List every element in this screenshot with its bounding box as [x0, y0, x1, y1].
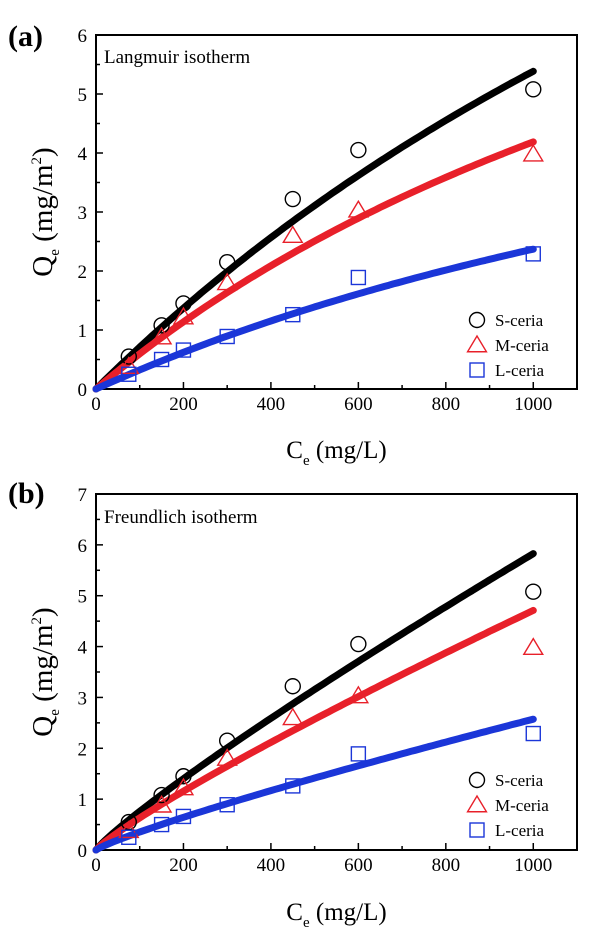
x-tick-label: 200 [169, 394, 198, 415]
x-tick-label: 200 [169, 855, 198, 876]
y-tick-label: 2 [78, 739, 88, 760]
legend-marker-m-ceria [468, 336, 487, 352]
legend-marker-s-ceria [470, 313, 485, 328]
legend-label: M-ceria [495, 796, 549, 815]
data-point-l-ceria [351, 747, 365, 761]
panel-a: 0 200 400 600 800 1000 0 1 2 3 4 5 6 (a) Langmuir isot… [8, 20, 577, 469]
y-tick-label: 1 [78, 790, 88, 811]
x-tick-label: 400 [257, 394, 286, 415]
data-point-s-ceria [351, 637, 366, 652]
y-tick-label: 3 [78, 688, 88, 709]
x-tick-label: 800 [432, 855, 461, 876]
isotherm-annotation: Freundlich isotherm [104, 507, 258, 528]
legend-label: L-ceria [495, 821, 545, 840]
data-point-m-ceria [524, 639, 543, 655]
data-point-l-ceria [526, 727, 540, 741]
panel-label: (b) [8, 477, 45, 510]
fit-curve-l-ceria [96, 249, 533, 389]
isotherm-annotation: Langmuir isotherm [104, 47, 250, 68]
x-tick-label: 600 [344, 394, 373, 415]
panel-b: 0 200 400 600 800 1000 0 1 2 3 4 5 6 7 (b) Freundlich i… [8, 477, 577, 931]
x-axis-title: Ce (mg/L) [286, 437, 386, 469]
y-axis-title: Qe (mg/m2) [27, 147, 63, 276]
x-tick-label: 800 [432, 394, 461, 415]
y-tick-label: 5 [78, 587, 88, 608]
x-tick-label: 1000 [514, 855, 552, 876]
data-point-l-ceria [351, 270, 365, 284]
y-tick-label: 2 [78, 262, 88, 283]
legend-marker-s-ceria [470, 773, 485, 788]
legend-marker-l-ceria [470, 363, 484, 377]
y-tick-label: 4 [78, 144, 88, 165]
legend-label: M-ceria [495, 336, 549, 355]
x-tick-label: 1000 [514, 394, 552, 415]
y-tick-label: 4 [78, 638, 88, 659]
data-point-s-ceria [285, 679, 300, 694]
legend-marker-m-ceria [468, 796, 487, 812]
fit-curve-l-ceria [96, 719, 533, 850]
panel-label: (a) [8, 20, 43, 53]
x-tick-label: 0 [91, 394, 101, 415]
y-tick-label: 6 [78, 536, 88, 557]
y-tick-label: 3 [78, 203, 88, 224]
x-tick-label: 0 [91, 855, 101, 876]
fit-curve-m-ceria [96, 610, 533, 850]
y-tick-label: 7 [78, 485, 88, 506]
data-point-s-ceria [526, 82, 541, 97]
y-tick-label: 0 [78, 380, 88, 401]
y-axis-title: Qe (mg/m2) [27, 607, 63, 736]
legend-marker-l-ceria [470, 823, 484, 837]
x-tick-label: 400 [257, 855, 286, 876]
y-tick-label: 0 [78, 841, 88, 862]
legend-label: S-ceria [495, 771, 544, 790]
data-point-s-ceria [285, 192, 300, 207]
legend-label: S-ceria [495, 311, 544, 330]
data-point-s-ceria [526, 584, 541, 599]
x-tick-label: 600 [344, 855, 373, 876]
x-axis-title: Ce (mg/L) [286, 899, 386, 931]
y-tick-label: 5 [78, 85, 88, 106]
legend-label: L-ceria [495, 361, 545, 380]
y-tick-label: 6 [78, 26, 88, 47]
data-point-s-ceria [351, 143, 366, 158]
y-tick-label: 1 [78, 321, 88, 342]
